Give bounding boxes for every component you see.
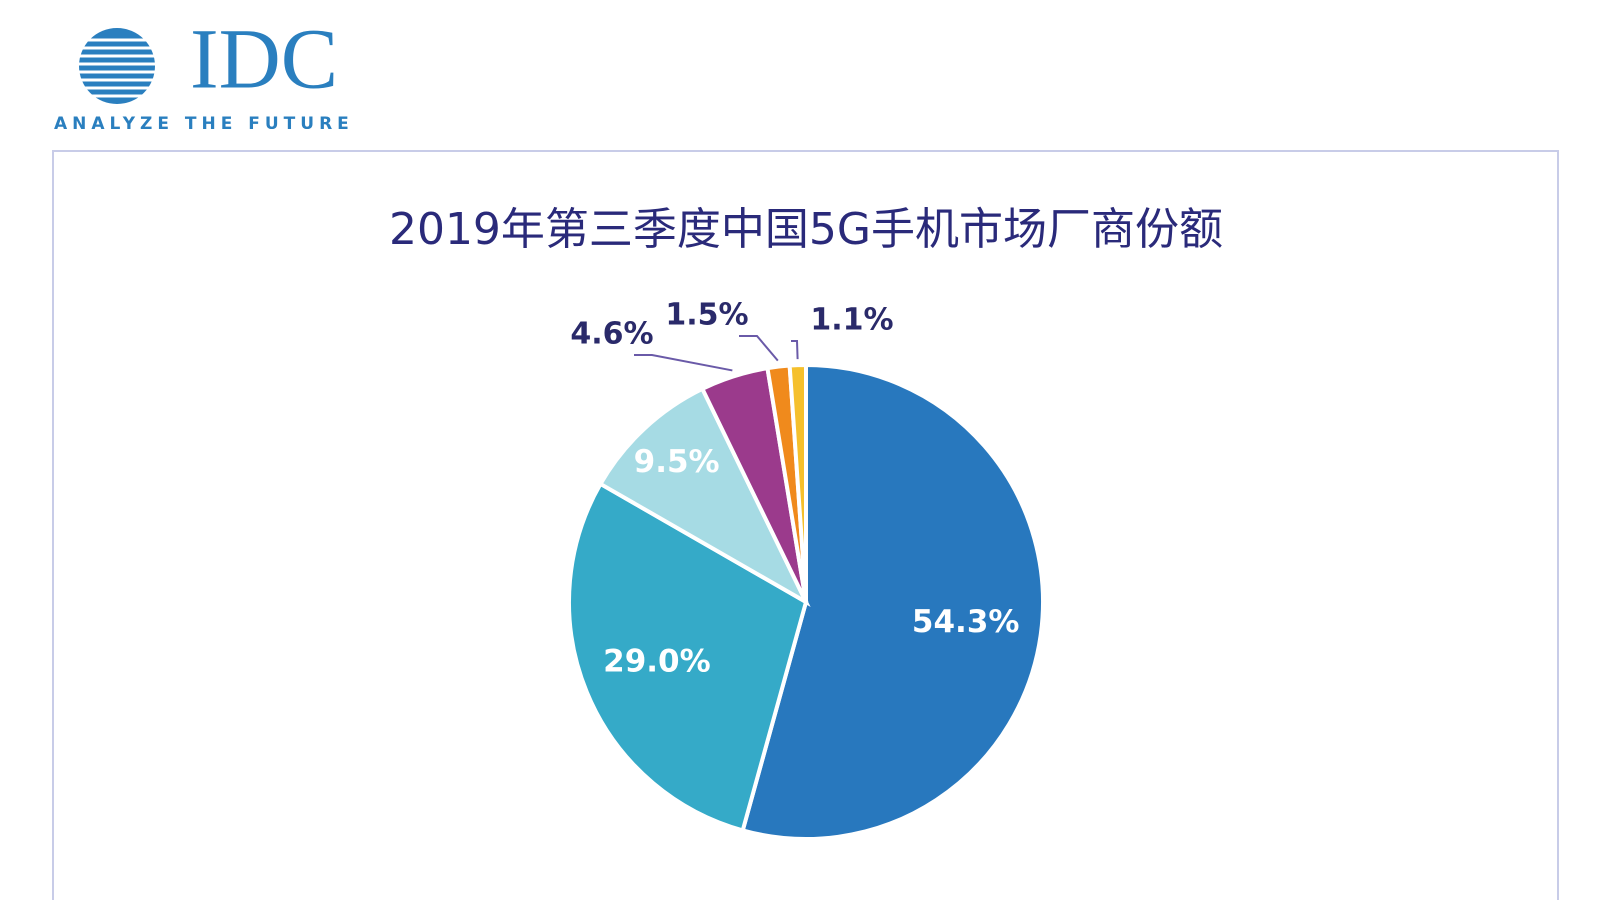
data-label: 54.3% [912, 604, 1020, 640]
pie-slice [567, 481, 809, 833]
data-label: 29.0% [603, 644, 711, 680]
logo-mark [50, 28, 185, 104]
data-label: 9.5% [634, 444, 720, 480]
logo-tagline: ANALYZE THE FUTURE [54, 114, 354, 134]
data-label: 1.1% [810, 303, 893, 338]
logo-name: IDC [190, 11, 338, 107]
pie-slice [787, 362, 808, 603]
data-label: 4.6% [570, 317, 653, 352]
leader-line [791, 340, 799, 360]
leader-line [634, 354, 733, 372]
pie-slice [597, 386, 811, 607]
pie-slice [740, 362, 1045, 841]
chart-title: 2019年第三季度中国5G手机市场厂商份额 [389, 204, 1223, 255]
data-label: 1.5% [665, 298, 748, 333]
leader-line [739, 335, 779, 362]
